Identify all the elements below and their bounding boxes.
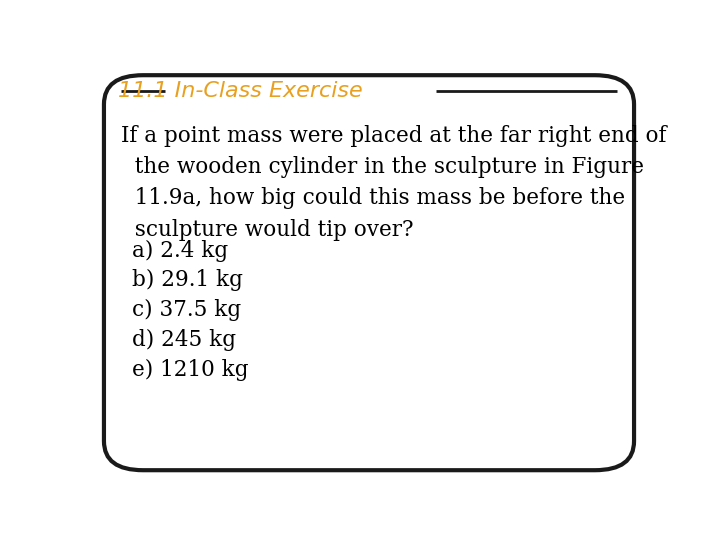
Text: d) 245 kg: d) 245 kg [132,329,236,352]
Text: If a point mass were placed at the far right end of: If a point mass were placed at the far r… [121,125,666,147]
Text: c) 37.5 kg: c) 37.5 kg [132,299,241,321]
Text: e) 1210 kg: e) 1210 kg [132,359,248,381]
Text: 11.9a, how big could this mass be before the: 11.9a, how big could this mass be before… [121,187,625,210]
Text: b) 29.1 kg: b) 29.1 kg [132,269,243,292]
Text: 11.1 In-Class Exercise: 11.1 In-Class Exercise [118,80,363,100]
Text: the wooden cylinder in the sculpture in Figure: the wooden cylinder in the sculpture in … [121,156,644,178]
FancyBboxPatch shape [104,75,634,470]
Text: sculpture would tip over?: sculpture would tip over? [121,219,413,241]
Text: a) 2.4 kg: a) 2.4 kg [132,239,228,261]
